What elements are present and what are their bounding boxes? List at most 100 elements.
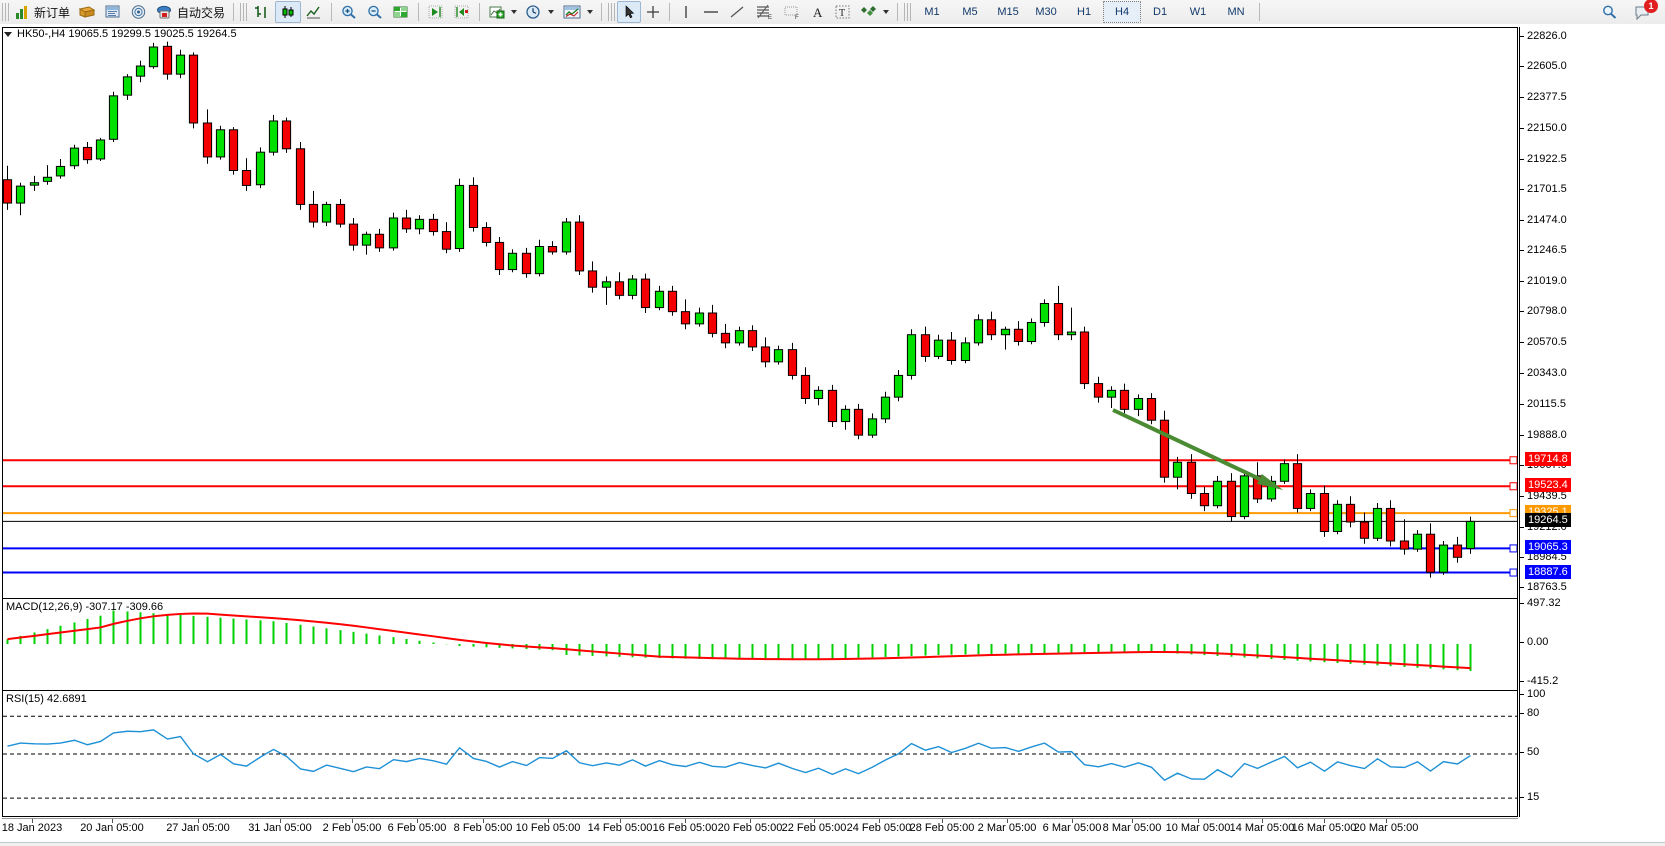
toolbar-grip-3[interactable] (608, 3, 616, 21)
timeframe-group: M1 M5 M15 M30 H1 H4 D1 W1 MN (913, 1, 1255, 23)
svg-text:E: E (768, 15, 772, 20)
chart-plot-area[interactable]: MACD(12,26,9) -307.17 -309.66 RSI(15) 42… (2, 27, 1518, 817)
line-chart-button[interactable] (301, 1, 327, 23)
price-label-support-1[interactable]: 19065.3 (1525, 540, 1571, 555)
equidistant-channel-button[interactable]: F (778, 1, 806, 23)
price-axis-label: 22826.0 (1527, 30, 1567, 43)
main-toolbar: 新订单 自动交易 (0, 0, 1665, 25)
auto-trading-button[interactable]: 自动交易 (152, 1, 229, 23)
new-order-button[interactable]: 新订单 (11, 1, 74, 23)
price-pane[interactable] (3, 28, 1517, 598)
templates-button[interactable] (558, 1, 597, 23)
navigator-button[interactable] (126, 1, 152, 23)
date-tick-mark (1262, 819, 1263, 823)
timeframe-h4[interactable]: H4 (1103, 1, 1142, 23)
timeframe-mn[interactable]: MN (1227, 6, 1245, 18)
shapes-icon (861, 6, 877, 16)
auto-trading-label: 自动交易 (177, 5, 226, 20)
toolbar-grip-4[interactable] (904, 3, 912, 21)
date-tick-mark (352, 819, 353, 823)
toolbar-grip-2[interactable] (240, 3, 248, 21)
chart-grid-button[interactable] (388, 1, 414, 23)
price-axis-label: 22377.5 (1527, 90, 1567, 103)
chevron-down-icon-2[interactable] (548, 10, 555, 14)
fibonacci-button[interactable]: E (750, 1, 778, 23)
price-axis-label: 21246.5 (1527, 244, 1567, 257)
macd-pane[interactable] (3, 598, 1517, 690)
chevron-down-icon-3[interactable] (587, 10, 594, 14)
text-label-button[interactable]: T (830, 1, 856, 23)
timeframe-m15[interactable]: M15 (997, 6, 1019, 18)
tick-mark (1520, 526, 1524, 528)
profile-button[interactable] (74, 1, 100, 23)
price-label-resistance-2[interactable]: 19523.4 (1525, 478, 1571, 493)
zoom-in-button[interactable] (336, 1, 362, 23)
tick-mark (1520, 36, 1524, 38)
date-axis[interactable]: 18 Jan 2023 20 Jan 05:00 27 Jan 05:00 31 Ja… (2, 818, 1518, 843)
date-axis-label: 10 Feb 05:00 (515, 822, 581, 834)
symbol-header[interactable]: HK50-,H4 19065.5 19299.5 19025.5 19264.5 (4, 28, 240, 40)
date-tick-mark (548, 819, 549, 823)
bar-chart-button[interactable] (249, 1, 275, 23)
vertical-line-button[interactable] (674, 1, 698, 23)
navigator-icon (131, 5, 146, 19)
zoom-out-button[interactable] (362, 1, 388, 23)
price-label-current-price[interactable]: 19264.5 (1525, 513, 1571, 528)
price-axis-label: 20115.5 (1527, 397, 1566, 410)
zoom-out-icon (368, 5, 382, 19)
crosshair-button[interactable] (641, 1, 665, 23)
horizontal-line-button[interactable] (698, 1, 724, 23)
bar-chart-icon (255, 6, 266, 18)
market-watch-button[interactable] (100, 1, 126, 23)
tick-mark (1520, 464, 1524, 466)
price-axis-label: 20798.0 (1527, 305, 1567, 318)
chevron-down-icon[interactable] (511, 10, 518, 14)
line-chart-icon (306, 6, 321, 19)
date-axis-label: 16 Feb 05:00 (652, 822, 718, 834)
date-axis-label: 6 Mar 05:00 (1042, 822, 1102, 834)
candlestick-chart-button[interactable] (275, 1, 302, 23)
toolbar-grip[interactable] (2, 3, 9, 21)
date-tick-mark (1324, 819, 1325, 823)
timeframe-m30[interactable]: M30 (1035, 6, 1057, 18)
shift-end-button[interactable] (423, 1, 449, 23)
timeframe-m1[interactable]: M1 (924, 6, 940, 18)
date-axis-label: 18 Jan 2023 (1, 822, 63, 834)
date-axis-label: 14 Mar 05:00 (1229, 822, 1295, 834)
tick-mark (1520, 434, 1524, 436)
price-axis-label: 20343.0 (1527, 367, 1567, 380)
shapes-button[interactable] (856, 1, 893, 23)
tick-mark (1520, 403, 1524, 405)
tick-mark (1520, 587, 1524, 589)
date-tick-mark (685, 819, 686, 823)
period-button[interactable] (521, 1, 558, 23)
add-indicator-icon (489, 6, 505, 19)
alerts-button[interactable]: 1 (1629, 0, 1658, 23)
rsi-pane[interactable] (3, 690, 1517, 818)
timeframe-m5[interactable]: M5 (962, 6, 978, 18)
date-axis-label: 27 Jan 05:00 (166, 822, 230, 834)
auto-scroll-button[interactable] (449, 1, 475, 23)
price-axis[interactable]: 22826.0 22605.0 22377.5 22150.0 21922.5 21701… (1519, 27, 1663, 817)
tick-mark (1520, 557, 1524, 559)
rsi-axis-label: 15 (1527, 791, 1540, 803)
search-button[interactable] (1597, 1, 1623, 23)
price-label-resistance-1[interactable]: 19714.8 (1525, 452, 1571, 467)
macd-label: MACD(12,26,9) -307.17 -309.66 (6, 601, 164, 613)
fibonacci-icon: E (757, 4, 772, 20)
timeframe-h1[interactable]: H1 (1077, 6, 1092, 18)
chart-window[interactable]: MACD(12,26,9) -307.17 -309.66 RSI(15) 42… (0, 24, 1665, 846)
add-indicator-button[interactable] (484, 1, 521, 23)
tick-mark (1520, 311, 1524, 313)
chevron-down-icon-4[interactable] (883, 10, 890, 14)
timeframe-w1[interactable]: W1 (1189, 6, 1207, 18)
new-order-icon (16, 6, 27, 19)
text-button[interactable]: A (806, 1, 830, 23)
toolbar-separator-3 (418, 3, 420, 21)
trendline-button[interactable] (724, 1, 750, 23)
timeframe-d1[interactable]: D1 (1153, 6, 1168, 18)
chart-menu-icon[interactable] (4, 31, 12, 37)
price-label-support-2[interactable]: 18887.6 (1525, 564, 1571, 579)
text-label-icon: T (835, 5, 850, 19)
cursor-button[interactable] (617, 1, 642, 23)
